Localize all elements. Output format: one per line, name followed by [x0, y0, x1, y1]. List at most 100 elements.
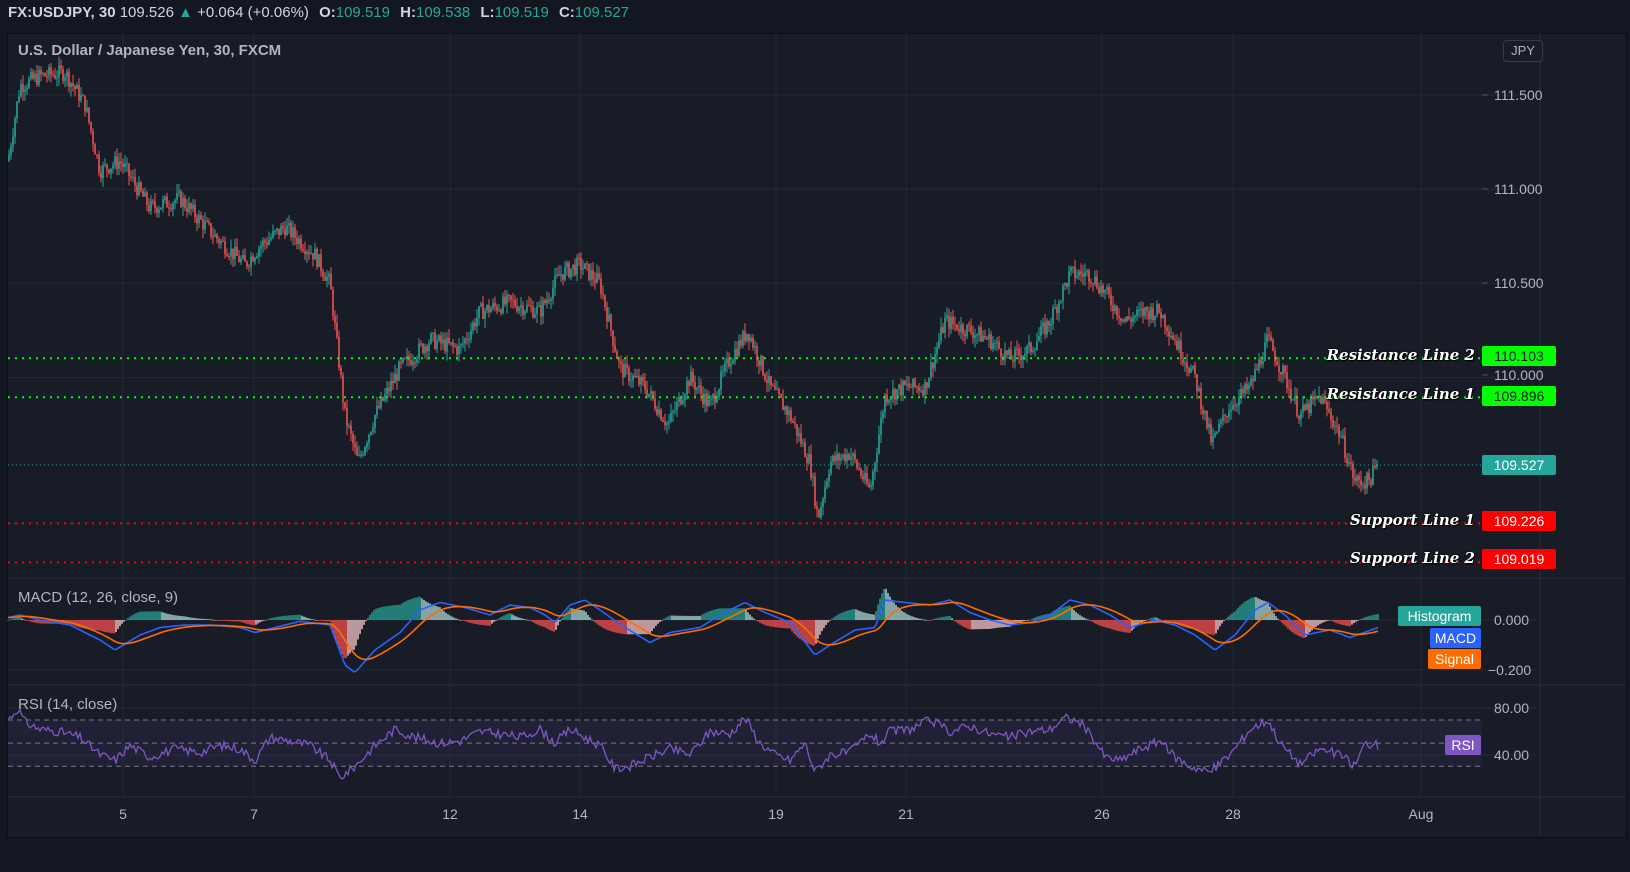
- macd-histogram-bar: [1349, 620, 1351, 627]
- currency-button[interactable]: JPY: [1503, 40, 1543, 62]
- candle-body: [568, 262, 570, 278]
- macd-histogram-bar: [1275, 616, 1277, 620]
- symbol-name[interactable]: FX:USDJPY, 30: [8, 4, 116, 21]
- macd-histogram-bar: [199, 618, 201, 620]
- macd-histogram-bar: [839, 613, 841, 620]
- candle-body: [52, 74, 54, 76]
- candle-body: [1152, 307, 1154, 321]
- macd-histogram-bar: [801, 620, 803, 641]
- macd-histogram-bar: [433, 605, 435, 620]
- rsi-axis-label: 40.00: [1494, 747, 1530, 763]
- macd-histogram-bar: [185, 616, 187, 620]
- macd-histogram-bar: [439, 607, 441, 620]
- candle-body: [336, 322, 338, 338]
- candle-body: [266, 242, 268, 245]
- candle-body: [496, 306, 498, 311]
- macd-histogram-bar: [503, 615, 505, 620]
- macd-histogram-bar: [1007, 620, 1009, 627]
- candle-body: [1234, 405, 1236, 407]
- macd-histogram-bar: [507, 613, 509, 620]
- macd-histogram-bar: [799, 620, 801, 639]
- candle-body: [710, 398, 712, 400]
- candle-body: [664, 421, 666, 426]
- macd-histogram-bar: [453, 617, 455, 620]
- macd-histogram-bar: [833, 617, 835, 620]
- candle-body: [182, 198, 184, 207]
- macd-histogram-bar: [985, 620, 987, 630]
- macd-histogram-bar: [541, 620, 543, 627]
- macd-histogram-bar: [1247, 599, 1249, 620]
- candle-body: [380, 397, 382, 408]
- macd-histogram-bar: [1105, 620, 1107, 628]
- macd-histogram-bar: [995, 620, 997, 628]
- candle-body: [1050, 323, 1052, 326]
- candle-body: [828, 473, 830, 482]
- candle-body: [310, 253, 312, 255]
- macd-histogram-bar: [361, 620, 363, 630]
- macd-histogram-bar: [927, 620, 929, 621]
- candle-body: [776, 388, 778, 390]
- macd-histogram-bar: [1189, 620, 1191, 629]
- candle-body: [48, 67, 50, 77]
- candle-body: [634, 375, 636, 377]
- candle-body: [40, 70, 42, 75]
- candle-body: [8, 154, 10, 161]
- macd-histogram-bar: [969, 620, 971, 630]
- macd-histogram-bar: [515, 616, 517, 620]
- candle-body: [522, 305, 524, 315]
- candle-body: [306, 251, 308, 255]
- macd-histogram-bar: [1089, 620, 1091, 621]
- candle-body: [510, 295, 512, 300]
- macd-histogram-bar: [965, 620, 967, 628]
- candle-body: [560, 274, 562, 276]
- macd-histogram-bar: [731, 608, 733, 620]
- candle-body: [724, 363, 726, 372]
- candle-body: [986, 337, 988, 340]
- macd-histogram-bar: [281, 616, 283, 620]
- candle-body: [530, 305, 532, 307]
- macd-histogram-bar: [609, 620, 611, 631]
- candle-body: [1004, 350, 1006, 361]
- candle-body: [390, 380, 392, 392]
- macd-histogram-bar: [467, 620, 469, 623]
- candle-body: [298, 238, 300, 244]
- macd-histogram-bar: [1091, 620, 1093, 622]
- candle-body: [966, 324, 968, 337]
- candle-body: [192, 204, 194, 210]
- candle-body: [546, 299, 548, 303]
- macd-histogram-bar: [211, 619, 213, 621]
- candle-body: [414, 362, 416, 364]
- candle-body: [276, 228, 278, 231]
- macd-histogram-bar: [707, 611, 709, 620]
- candle-body: [846, 453, 848, 462]
- macd-histogram-bar: [367, 617, 369, 620]
- candle-body: [1162, 315, 1164, 319]
- close-value: 109.527: [574, 4, 630, 21]
- macd-histogram-bar: [1221, 620, 1223, 624]
- macd-histogram-bar: [101, 620, 103, 632]
- candle-body: [416, 358, 418, 363]
- candle-body: [176, 193, 178, 201]
- candle-body: [1284, 365, 1286, 373]
- candle-body: [838, 453, 840, 461]
- candle-body: [552, 287, 554, 300]
- macd-histogram-bar: [245, 620, 247, 624]
- macd-histogram-bar: [717, 608, 719, 620]
- macd-histogram-bar: [531, 620, 533, 622]
- resistance-line-2-price-tag: 110.103: [1482, 346, 1556, 366]
- rsi-line: [7, 708, 1379, 780]
- macd-histogram-bar: [491, 620, 493, 624]
- macd-histogram-bar: [553, 620, 555, 632]
- macd-histogram-bar: [153, 611, 155, 620]
- macd-histogram-bar: [963, 620, 965, 627]
- candle-body: [38, 70, 40, 85]
- candle-body: [1140, 308, 1142, 310]
- candle-body: [880, 418, 882, 435]
- macd-histogram-bar: [691, 615, 693, 620]
- macd-histogram-bar: [741, 608, 743, 620]
- macd-histogram-bar: [203, 618, 205, 620]
- candle-body: [1176, 341, 1178, 350]
- candle-body: [128, 163, 130, 177]
- candle-body: [94, 144, 96, 155]
